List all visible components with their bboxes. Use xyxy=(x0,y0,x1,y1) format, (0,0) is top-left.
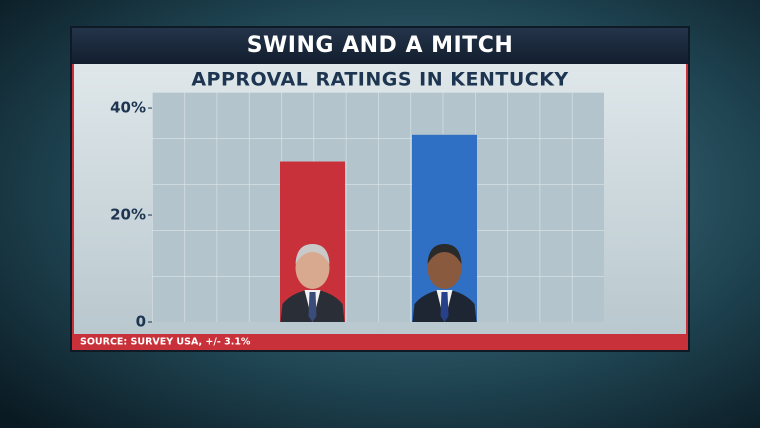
source: SOURCE: SURVEY USA, +/- 3.1% xyxy=(80,337,251,348)
portrait-face xyxy=(295,247,330,289)
panel-border xyxy=(686,64,688,350)
chart-subtitle: APPROVAL RATINGS IN KENTUCKY xyxy=(191,69,568,91)
y-tick-label: 40% xyxy=(110,99,146,117)
portrait-tie xyxy=(308,292,317,322)
portrait xyxy=(412,244,477,322)
y-tick-label: 0 xyxy=(136,313,146,331)
chart-title: SWING AND A MITCH xyxy=(247,33,514,58)
panel-border xyxy=(72,64,74,350)
y-tick-label: 20% xyxy=(110,206,146,224)
title-bar xyxy=(72,28,688,64)
portrait-tie xyxy=(440,292,449,322)
plot-area xyxy=(152,92,604,322)
portrait xyxy=(280,244,345,322)
source-bar xyxy=(74,334,686,350)
portrait-hair xyxy=(295,244,330,264)
portrait-hair xyxy=(427,244,462,264)
portrait-face xyxy=(427,247,462,289)
